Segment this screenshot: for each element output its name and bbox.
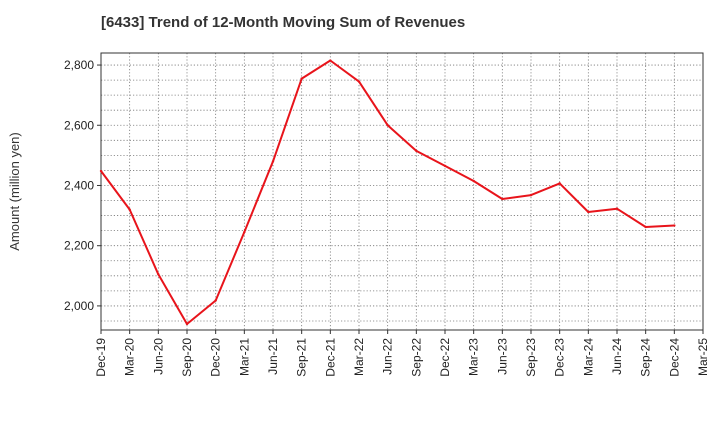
x-tick-label: Jun-24 — [610, 338, 624, 375]
x-tick-label: Dec-24 — [667, 338, 681, 377]
data-point — [128, 208, 131, 211]
x-tick-label: Mar-23 — [467, 338, 481, 376]
x-tick-label: Mar-25 — [696, 338, 710, 376]
x-tick-label: Dec-22 — [438, 338, 452, 377]
data-point — [415, 149, 418, 153]
x-tick-label: Mar-22 — [352, 338, 366, 376]
x-tick-label: Dec-20 — [209, 338, 223, 377]
x-tick-label: Dec-21 — [323, 338, 337, 377]
data-point — [99, 169, 103, 173]
x-tick-label: Dec-23 — [553, 338, 567, 377]
data-point — [185, 322, 189, 326]
x-tick-label: Jun-21 — [266, 338, 280, 375]
y-axis: 2,000 2,200 2,400 2,600 2,800 — [64, 58, 101, 313]
series-layer — [99, 59, 676, 326]
plot-area — [100, 52, 704, 331]
grid — [101, 53, 703, 330]
x-tick-label: Jun-23 — [495, 338, 509, 375]
y-tick-label: 2,400 — [64, 178, 94, 192]
y-tick-label: 2,200 — [64, 239, 94, 253]
y-tick-label: 2,800 — [64, 58, 94, 72]
data-point — [472, 179, 475, 183]
data-point — [501, 197, 504, 201]
data-point — [587, 210, 590, 214]
x-tick-label: Dec-19 — [94, 338, 108, 377]
x-tick-label: Sep-21 — [295, 338, 309, 377]
y-tick-label: 2,600 — [64, 118, 94, 132]
x-tick-label: Sep-22 — [409, 338, 423, 377]
x-tick-label: Jun-22 — [381, 338, 395, 375]
data-point — [529, 193, 533, 197]
data-point — [214, 299, 217, 302]
x-tick-label: Sep-24 — [639, 338, 653, 377]
x-tick-label: Sep-23 — [524, 338, 538, 377]
data-point — [615, 207, 619, 210]
y-tick-label: 2,000 — [64, 299, 94, 313]
data-point — [243, 230, 246, 234]
data-point — [558, 182, 561, 185]
data-point — [357, 80, 361, 83]
data-point — [157, 273, 160, 276]
data-point — [443, 164, 447, 168]
data-point — [673, 224, 676, 227]
x-tick-label: Mar-24 — [581, 338, 595, 376]
x-tick-label: Jun-20 — [151, 338, 165, 375]
data-point — [300, 77, 303, 80]
data-point — [271, 160, 275, 163]
y-axis-title: Amount (million yen) — [7, 132, 22, 251]
data-point — [386, 124, 389, 127]
x-axis: Dec-19 Mar-20 Jun-20 Sep-20 Dec-20 Mar-21 Jun-… — [94, 330, 710, 377]
x-tick-label: Mar-21 — [237, 338, 251, 376]
data-point — [329, 59, 332, 62]
x-tick-label: Mar-20 — [123, 338, 137, 376]
chart-title: [6433] Trend of 12-Month Moving Sum of R… — [101, 14, 466, 31]
data-point — [644, 225, 647, 229]
x-tick-label: Sep-20 — [180, 338, 194, 377]
